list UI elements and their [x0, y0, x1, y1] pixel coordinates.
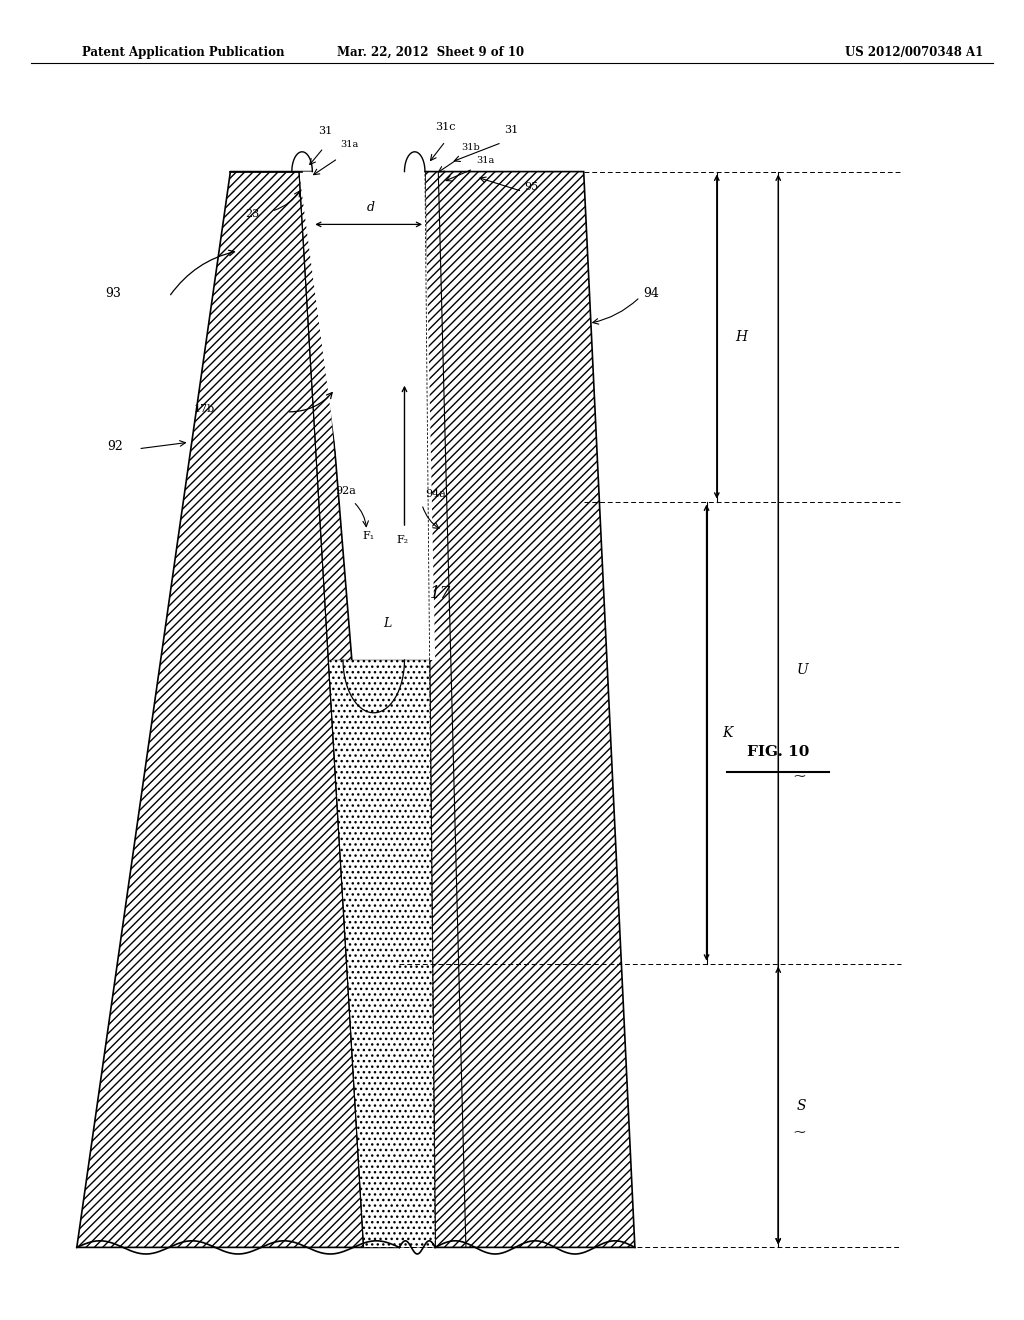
Text: US 2012/0070348 A1: US 2012/0070348 A1 — [845, 46, 983, 59]
Text: F₁: F₁ — [362, 531, 375, 541]
Text: 94a: 94a — [425, 488, 445, 499]
Text: 23: 23 — [245, 209, 259, 219]
Polygon shape — [329, 660, 435, 1247]
Text: K: K — [722, 726, 732, 739]
Text: 31a: 31a — [476, 156, 495, 165]
Text: 31: 31 — [318, 125, 333, 136]
Text: 31c: 31c — [435, 121, 456, 132]
Text: S: S — [797, 1098, 806, 1113]
Text: Patent Application Publication: Patent Application Publication — [82, 46, 285, 59]
Text: 94: 94 — [643, 286, 659, 300]
Text: U: U — [797, 663, 808, 677]
Text: ~: ~ — [793, 767, 807, 784]
Polygon shape — [425, 172, 635, 1247]
Text: 31a: 31a — [340, 140, 358, 149]
Text: d: d — [367, 201, 375, 214]
Polygon shape — [77, 172, 399, 1247]
Text: 17: 17 — [430, 586, 451, 602]
Text: 95: 95 — [524, 182, 539, 193]
Text: 93: 93 — [104, 286, 121, 300]
Text: H: H — [735, 330, 748, 343]
Text: Mar. 22, 2012  Sheet 9 of 10: Mar. 22, 2012 Sheet 9 of 10 — [337, 46, 523, 59]
Text: FIG. 10: FIG. 10 — [748, 746, 809, 759]
Text: 92a: 92a — [336, 486, 356, 496]
Text: 92: 92 — [108, 440, 123, 453]
Text: F₂: F₂ — [396, 535, 409, 545]
Text: 31: 31 — [504, 124, 518, 135]
Text: L: L — [383, 616, 391, 630]
Text: 17b: 17b — [194, 404, 215, 414]
Text: 31b: 31b — [461, 143, 479, 152]
Text: ~: ~ — [793, 1123, 807, 1140]
Polygon shape — [299, 172, 435, 660]
